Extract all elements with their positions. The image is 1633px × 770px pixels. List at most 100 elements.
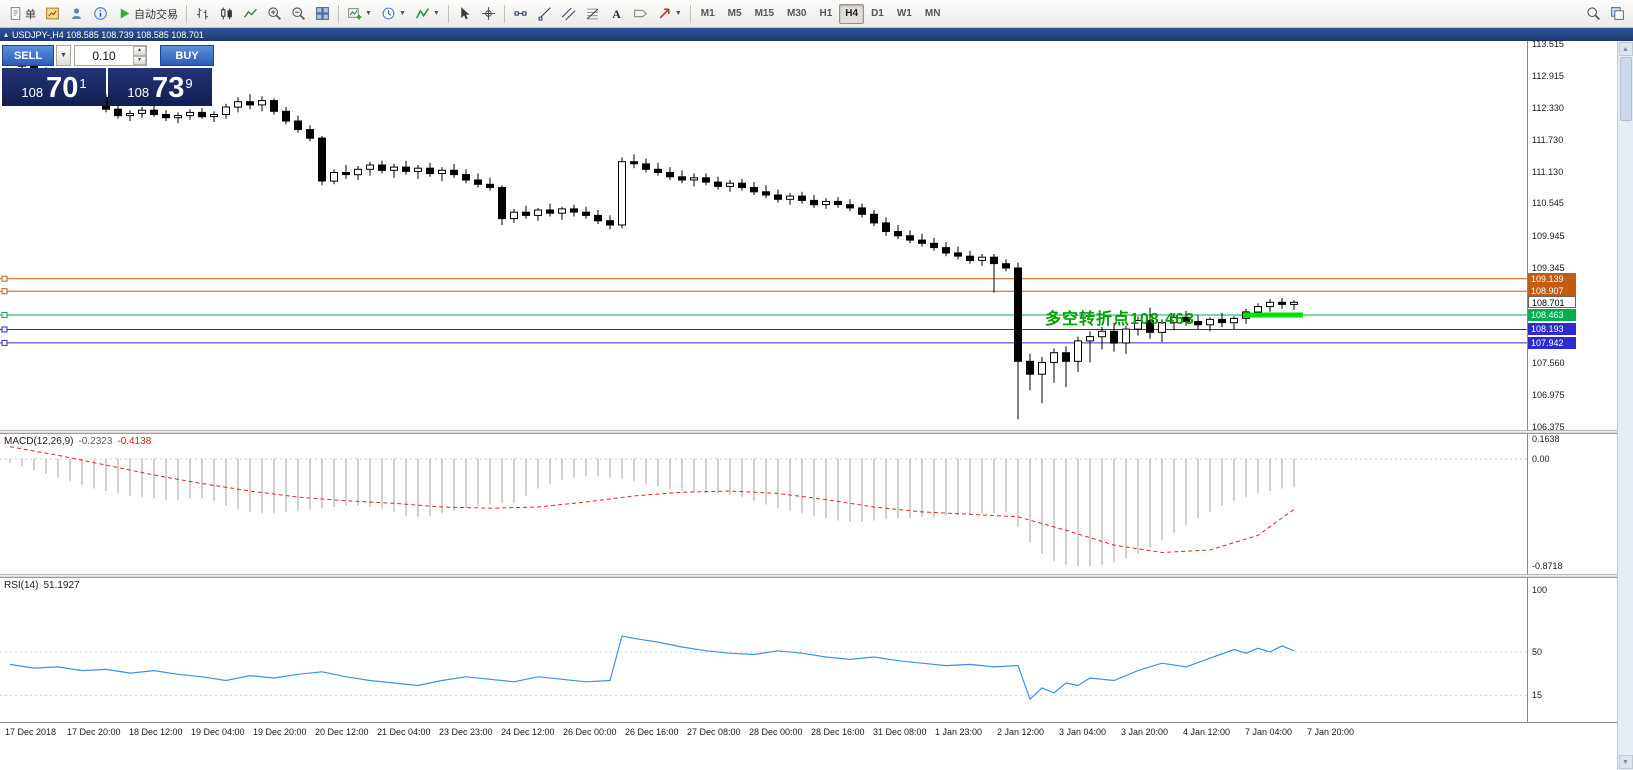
time-axis[interactable]: 17 Dec 2018 17 Dec 20:00 18 Dec 12:00 19 De… xyxy=(0,722,1617,744)
search-button[interactable] xyxy=(1582,3,1605,25)
sell-price-display[interactable]: 108 70 1 xyxy=(2,68,106,106)
bar-chart-button[interactable] xyxy=(191,3,214,25)
macd-chart[interactable] xyxy=(0,434,1527,574)
label-button[interactable] xyxy=(629,3,652,25)
rsi-panel[interactable]: RSI(14) 51.1927 100 50 15 xyxy=(0,578,1617,722)
timeframe-m5[interactable]: M5 xyxy=(722,4,748,24)
panel-splitter[interactable] xyxy=(0,574,1617,578)
candlestick-chart[interactable] xyxy=(0,41,1527,430)
time-label: 4 Jan 12:00 xyxy=(1183,727,1231,737)
timeframe-m30[interactable]: M30 xyxy=(781,4,812,24)
timeframe-m1[interactable]: M1 xyxy=(695,4,721,24)
support-line-2-handle[interactable] xyxy=(1,339,8,346)
chart-plus-icon xyxy=(347,6,362,21)
timeframe-d1[interactable]: D1 xyxy=(865,4,890,24)
main-chart-panel[interactable]: 113.515 112.915 112.330 111.730 111.130 110.5… xyxy=(0,39,1617,432)
bottom-gap xyxy=(0,744,1617,770)
linechart-icon xyxy=(243,6,258,21)
hline-button[interactable] xyxy=(509,3,532,25)
info-icon xyxy=(93,6,108,21)
time-label: 17 Dec 20:00 xyxy=(67,727,121,737)
highlight-segment[interactable] xyxy=(1243,312,1303,318)
new-order-button-label: 单 xyxy=(25,8,36,21)
chart-title-bar: ▴ USDJPY-,H4 108.585 108.739 108.585 108… xyxy=(0,28,1633,41)
profile-icon xyxy=(69,6,84,21)
crosshair-button[interactable] xyxy=(477,3,500,25)
data-window-button[interactable] xyxy=(1606,3,1629,25)
zoom-out-button[interactable] xyxy=(287,3,310,25)
timeframe-d1-label: D1 xyxy=(871,8,884,19)
price-tick: 106.375 xyxy=(1532,422,1565,432)
candles-icon xyxy=(219,6,234,21)
cursor-icon xyxy=(457,6,472,21)
scrollbar-thumb[interactable] xyxy=(1619,57,1632,121)
hline-icon xyxy=(513,6,528,21)
macd-panel[interactable]: MACD(12,26,9) -0.2323 -0.4138 0.1638 0.00 -0… xyxy=(0,434,1617,574)
sell-price-point: 1 xyxy=(79,76,87,91)
arrows-button[interactable]: ▼ xyxy=(653,3,686,25)
help-button[interactable] xyxy=(89,3,112,25)
resistance-line-1-handle[interactable] xyxy=(1,275,8,282)
buy-price-pips: 73 xyxy=(152,72,185,104)
new-order-button[interactable]: 单 xyxy=(4,3,40,25)
arrow-icon xyxy=(657,6,672,21)
scroll-down-arrow[interactable]: ▼ xyxy=(1618,755,1633,769)
panel-splitter[interactable] xyxy=(0,430,1617,434)
rsi-axis[interactable]: 100 50 15 xyxy=(1527,578,1617,722)
chart-icon: ▴ xyxy=(4,30,9,39)
profiles-button[interactable] xyxy=(65,3,88,25)
pivot-line-handle[interactable] xyxy=(1,312,8,318)
macd-axis[interactable]: 0.1638 0.00 -0.8718 xyxy=(1527,434,1617,574)
candles-group xyxy=(6,49,1298,420)
text-button[interactable]: A xyxy=(605,3,628,25)
period-button[interactable]: ▼ xyxy=(377,3,410,25)
new-chart-button[interactable]: ▼ xyxy=(343,3,376,25)
toolbar-separator xyxy=(186,4,187,23)
order-options-dropdown[interactable]: ▼ xyxy=(56,45,71,66)
buy-price-display[interactable]: 108 73 9 xyxy=(108,68,212,106)
volume-decrease-button[interactable]: ▼ xyxy=(133,55,146,65)
rsi-chart[interactable] xyxy=(0,578,1527,722)
line-chart-button[interactable] xyxy=(239,3,262,25)
resistance-line-2-handle[interactable] xyxy=(1,288,8,295)
charts-button[interactable] xyxy=(41,3,64,25)
time-label: 23 Dec 23:00 xyxy=(439,727,493,737)
timeframe-w1[interactable]: W1 xyxy=(891,4,918,24)
price-axis[interactable]: 113.515 112.915 112.330 111.730 111.130 110.5… xyxy=(1527,39,1617,432)
clock-icon xyxy=(381,6,396,21)
channel-button[interactable] xyxy=(557,3,580,25)
candle-chart-button[interactable] xyxy=(215,3,238,25)
timeframe-h4[interactable]: H4 xyxy=(839,3,865,24)
scroll-up-arrow[interactable]: ▲ xyxy=(1618,42,1633,56)
volume-increase-button[interactable]: ▲ xyxy=(133,46,146,56)
tile-windows-button[interactable] xyxy=(311,3,334,25)
time-label: 17 Dec 2018 xyxy=(5,727,57,737)
fibonacci-button[interactable] xyxy=(581,3,604,25)
timeframe-m15[interactable]: M15 xyxy=(749,4,780,24)
macd-histogram xyxy=(9,459,1295,566)
annotation-text: 多空转折点108.463 xyxy=(1045,311,1195,328)
timeframe-m15-label: M15 xyxy=(754,8,775,19)
volume-value[interactable]: 0.10 xyxy=(92,48,116,63)
volume-field[interactable]: 0.10 ▲ ▼ xyxy=(74,45,147,66)
timeframe-h4-label: H4 xyxy=(845,8,859,19)
time-label: 1 Jan 23:00 xyxy=(935,727,983,737)
label-icon xyxy=(633,6,648,21)
rsi-name: RSI(14) xyxy=(4,580,39,591)
indicators-button[interactable]: ▼ xyxy=(411,3,444,25)
sell-price-pips: 70 xyxy=(46,72,79,104)
support-line-1-handle[interactable] xyxy=(1,326,8,333)
vertical-scrollbar[interactable]: ▲ ▼ xyxy=(1617,41,1633,770)
timeframe-mn[interactable]: MN xyxy=(919,4,947,24)
time-label: 3 Jan 20:00 xyxy=(1121,727,1169,737)
sell-button[interactable]: SELL xyxy=(2,45,54,66)
autotrading-button[interactable]: 自动交易 xyxy=(113,3,182,25)
bars-icon xyxy=(195,6,210,21)
buy-button[interactable]: BUY xyxy=(160,45,214,66)
zoom-in-button[interactable] xyxy=(263,3,286,25)
chevron-down-icon: ▼ xyxy=(674,10,682,17)
cursor-button[interactable] xyxy=(453,3,476,25)
trendline-button[interactable] xyxy=(533,3,556,25)
rsi-value: 51.1927 xyxy=(43,580,80,591)
timeframe-h1[interactable]: H1 xyxy=(813,4,838,24)
